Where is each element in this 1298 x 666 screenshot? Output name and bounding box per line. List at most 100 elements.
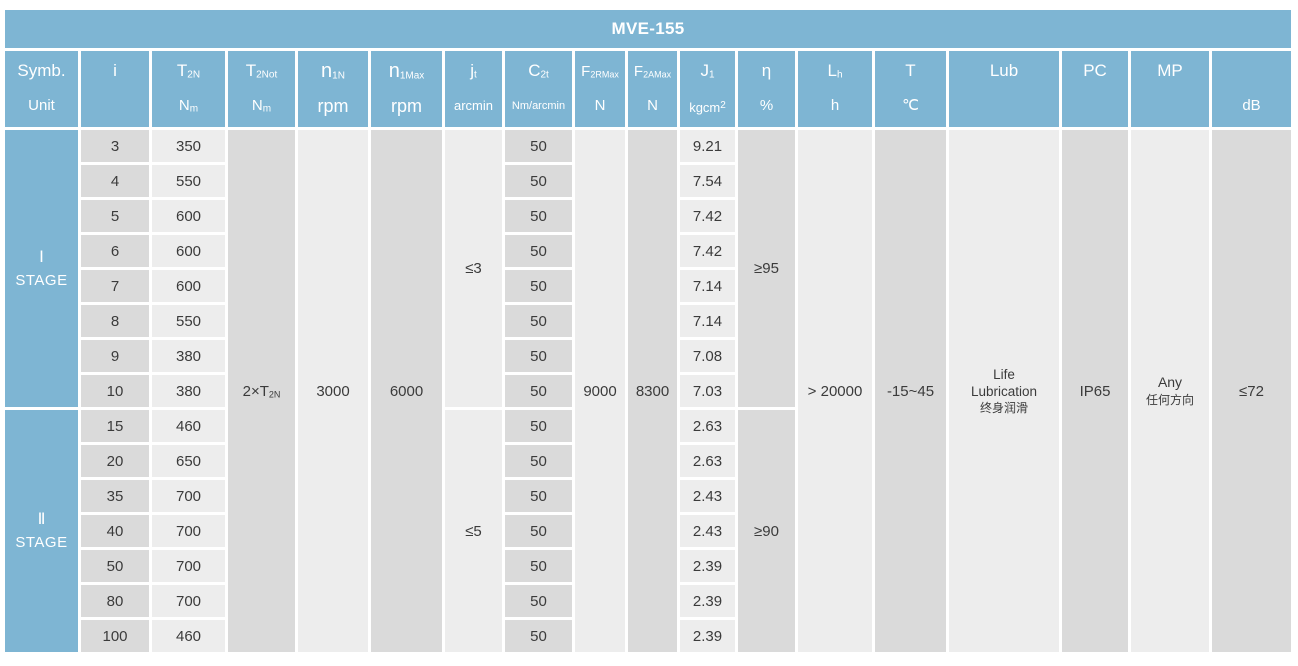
unit-base: kgcm <box>689 100 721 115</box>
cell-eta-stage2: ≥90 <box>738 410 795 652</box>
model-title: MVE-155 <box>5 10 1292 48</box>
cell-c2t: 50 <box>505 165 572 197</box>
col-unit: % <box>759 97 774 114</box>
stage-text: STAGE <box>15 271 68 289</box>
cell-c2t: 50 <box>505 235 572 267</box>
cell-i: 50 <box>81 550 149 582</box>
datasheet-table-container: MVE-155 Symb. Unit i T2N Nm T2Not Nm n1N… <box>2 7 1294 655</box>
col-header-eta: η % <box>738 51 795 127</box>
stage1-label: Ⅰ STAGE <box>5 130 78 407</box>
col-unit: kgcm2 <box>680 89 735 127</box>
col-unit: rpm <box>391 96 422 116</box>
cell-c2t: 50 <box>505 445 572 477</box>
sym-sub: 2RMax <box>590 69 619 80</box>
col-unit: dB <box>1242 97 1261 114</box>
cell-t2not: 2×T2N <box>228 130 295 652</box>
col-symbol <box>1212 51 1291 89</box>
unit-sub: m <box>189 103 199 115</box>
mp-line2: 任何方向 <box>1145 393 1194 407</box>
col-unit: N <box>594 97 606 114</box>
cell-jt-stage1: ≤3 <box>445 130 502 407</box>
sym-sub: 2t <box>540 69 549 81</box>
col-unit: ℃ <box>902 97 919 114</box>
col-header-t2not: T2Not Nm <box>228 51 295 127</box>
unit-base: N <box>178 97 190 114</box>
cell-j1: 2.43 <box>680 515 735 547</box>
table-row: Ⅰ STAGE 3 350 2×T2N 3000 6000 ≤3 50 9000… <box>5 130 1292 652</box>
sym-sub: 2N <box>187 69 201 81</box>
cell-c2t: 50 <box>505 620 572 652</box>
cell-j1: 7.03 <box>680 375 735 407</box>
sym-base: j <box>470 61 474 80</box>
col-header-i: i <box>81 51 149 127</box>
col-unit <box>1131 89 1209 127</box>
header-row: Symb. Unit i T2N Nm T2Not Nm n1N rpm n1M… <box>5 51 1292 127</box>
stage2-label: Ⅱ STAGE <box>5 410 78 652</box>
cell-t2n: 600 <box>152 235 225 267</box>
cell-i: 3 <box>81 130 149 162</box>
table-row: 5 600 50 7.42 <box>5 200 1291 232</box>
col-header-db: dB <box>1212 51 1292 127</box>
cell-n1max: 6000 <box>371 130 442 652</box>
table-row: Ⅱ STAGE 15 460 ≤5 50 2.63 ≥90 <box>5 410 1291 652</box>
col-symbol: T2Not <box>228 51 295 89</box>
cell-lh: > 20000 <box>798 130 872 652</box>
table-row: 50 700 50 2.39 <box>5 550 1291 582</box>
spec-table: MVE-155 Symb. Unit i T2N Nm T2Not Nm n1N… <box>2 7 1294 655</box>
col-header-n1n: n1N rpm <box>298 51 368 127</box>
col-header-lh: Lh h <box>798 51 872 127</box>
col-unit: Nm <box>228 89 295 127</box>
table-row: 35 700 50 2.43 <box>5 480 1291 512</box>
sym-base: J <box>700 61 709 80</box>
cell-n1n: 3000 <box>298 130 368 652</box>
col-unit: h <box>830 97 840 114</box>
col-header-f2amax: F2AMax N <box>628 51 677 127</box>
sym-base: T <box>176 61 188 80</box>
table-row: 8 550 50 7.14 <box>5 305 1291 337</box>
sym-sub: 1 <box>708 69 715 81</box>
sym-base: T <box>245 61 257 80</box>
cell-j1: 2.39 <box>680 585 735 617</box>
cell-i: 5 <box>81 200 149 232</box>
cell-i: 100 <box>81 620 149 652</box>
col-symbol: Lub <box>989 61 1019 80</box>
sym-base: F <box>633 63 644 80</box>
cell-t2n: 460 <box>152 410 225 442</box>
unit-sub: m <box>262 103 272 115</box>
col-symbol: F2RMax <box>575 51 625 89</box>
cell-t2n: 700 <box>152 585 225 617</box>
header-unit-label: Unit <box>28 97 55 114</box>
cell-t2n: 460 <box>152 620 225 652</box>
col-unit: N <box>647 97 658 114</box>
cell-mp: Any 任何方向 <box>1131 130 1209 652</box>
col-symbol: T <box>905 61 916 80</box>
sym-sub: t <box>474 69 477 81</box>
col-symbol: PC <box>1083 61 1107 80</box>
cell-i: 40 <box>81 515 149 547</box>
cell-j1: 7.08 <box>680 340 735 372</box>
sym-sub: 1Max <box>399 70 425 82</box>
col-symbol: n1Max <box>371 51 442 89</box>
cell-t2n: 700 <box>152 480 225 512</box>
cell-c2t: 50 <box>505 585 572 617</box>
cell-t2n: 700 <box>152 515 225 547</box>
cell-t2n: 380 <box>152 375 225 407</box>
cell-c2t: 50 <box>505 305 572 337</box>
sym-sub: h <box>836 69 843 81</box>
cell-i: 80 <box>81 585 149 617</box>
cell-c2t: 50 <box>505 410 572 442</box>
cell-f2amax: 8300 <box>628 130 677 652</box>
col-header-n1max: n1Max rpm <box>371 51 442 127</box>
cell-j1: 2.39 <box>680 620 735 652</box>
col-header-pc: PC <box>1062 51 1128 127</box>
col-unit: rpm <box>317 96 349 116</box>
cell-c2t: 50 <box>505 200 572 232</box>
sym-base: C <box>528 61 541 80</box>
sym-sub: 2AMax <box>643 69 672 80</box>
cell-f2rmax: 9000 <box>575 130 625 652</box>
mp-line1: Any <box>1157 374 1183 390</box>
t2not-base: 2×T <box>242 382 269 400</box>
cell-j1: 2.63 <box>680 445 735 477</box>
lub-line1: Life <box>993 366 1015 382</box>
col-unit <box>1062 89 1128 127</box>
